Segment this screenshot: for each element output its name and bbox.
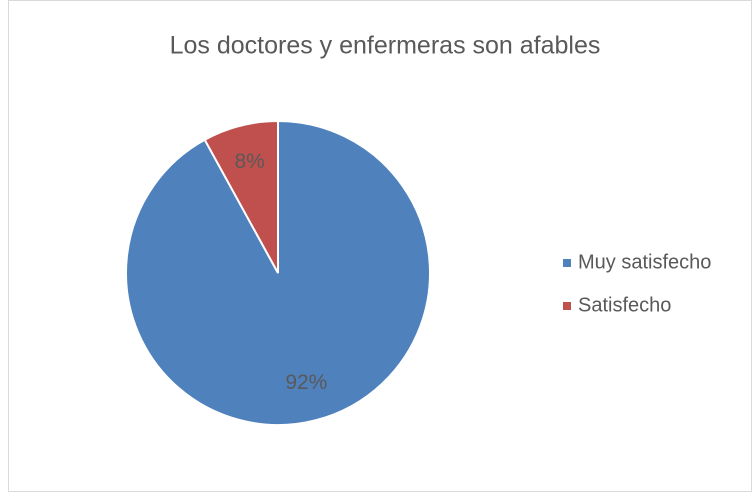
legend-swatch (563, 302, 571, 310)
data-label: 92% (285, 371, 327, 394)
pie-slice (203, 119, 279, 274)
chart-title: Los doctores y enfermeras son afables (170, 32, 601, 60)
legend-label: Satisfecho (578, 294, 671, 316)
legend-swatch (563, 259, 571, 267)
data-label: 8% (234, 150, 264, 173)
legend-label: Muy satisfecho (578, 251, 711, 273)
